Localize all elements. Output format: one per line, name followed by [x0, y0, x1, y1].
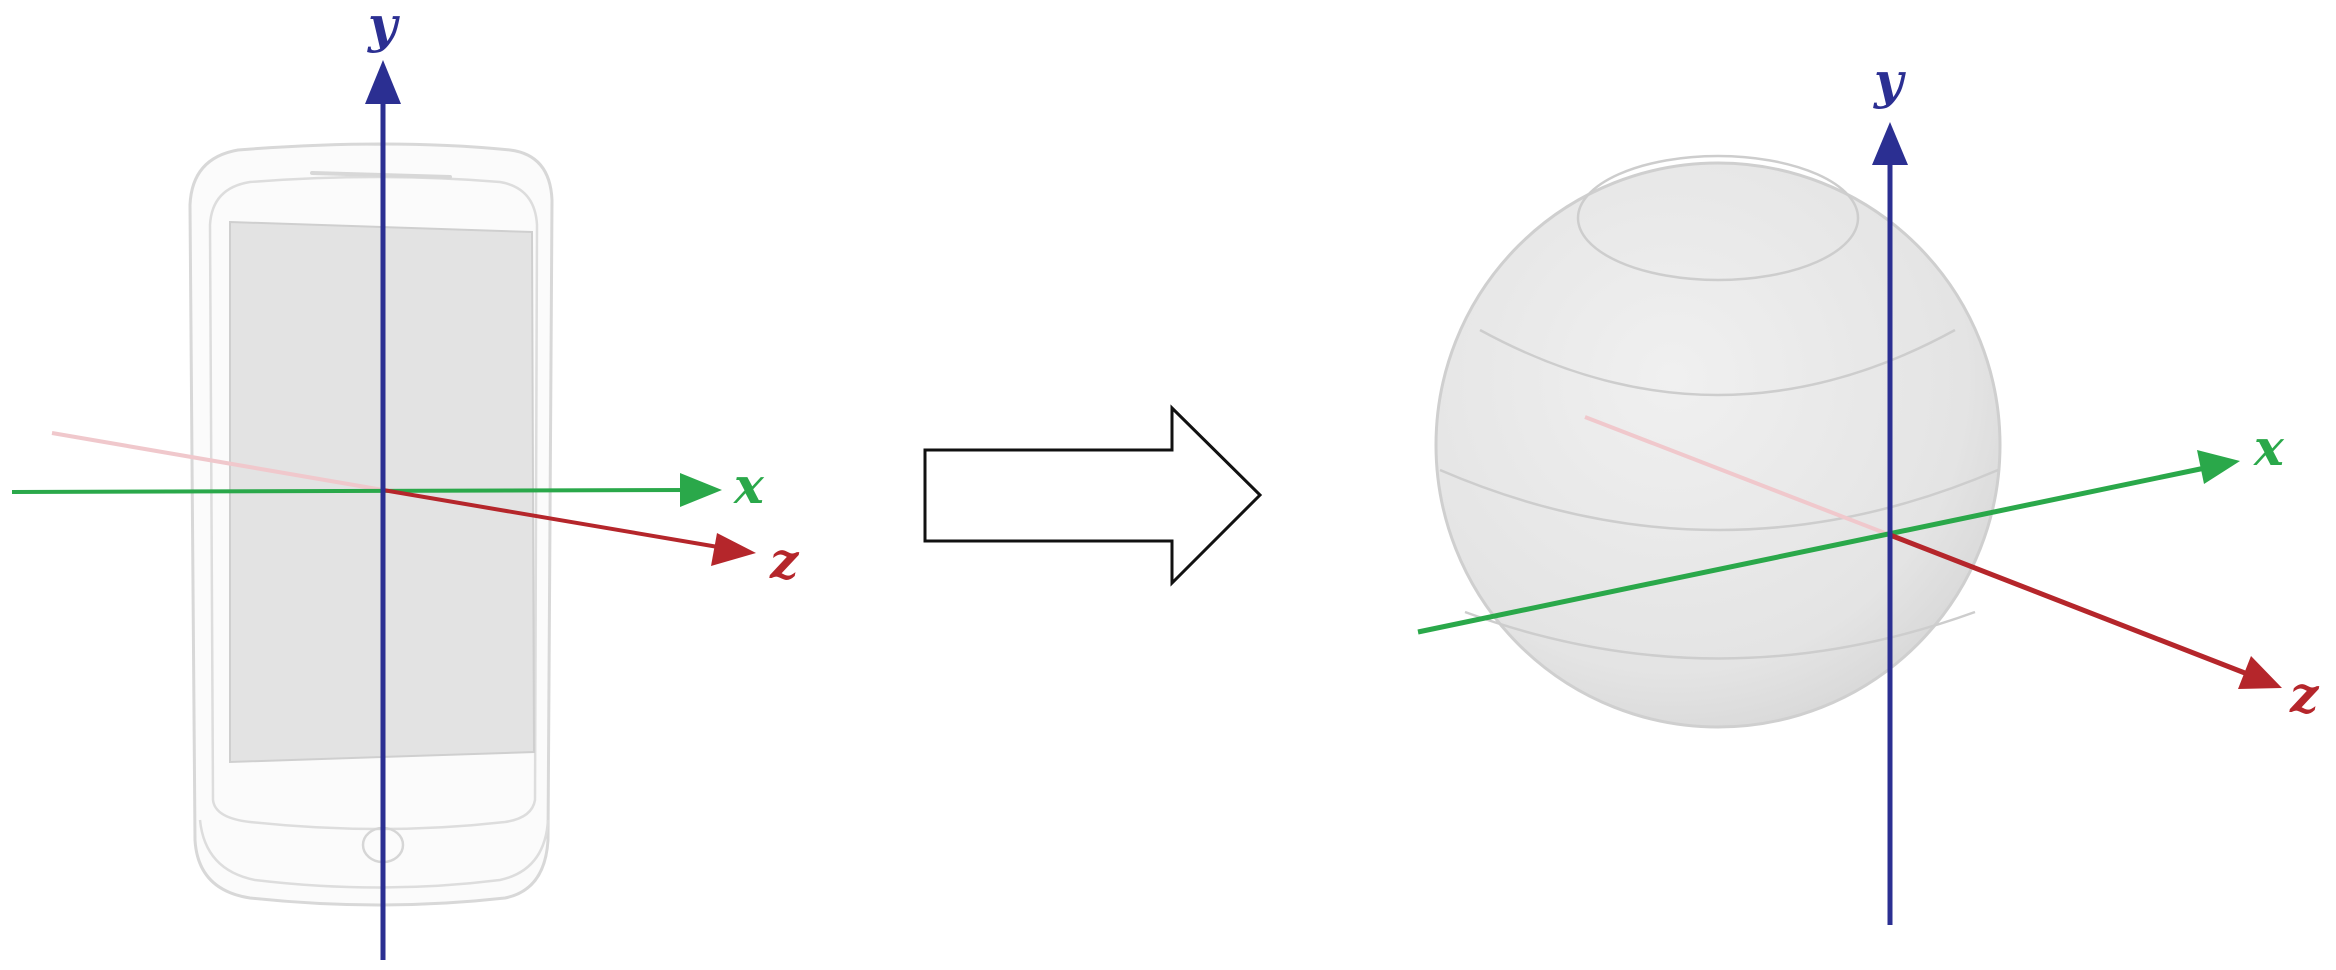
z-axis-arrowhead — [711, 533, 756, 566]
sphere-icon — [1434, 154, 2002, 729]
x-axis-line — [11, 488, 693, 494]
right-panel: y x z — [1417, 51, 2320, 925]
y-axis-label: y — [1873, 51, 1906, 110]
y-axis-arrowhead — [1872, 122, 1908, 165]
z-axis-back — [51, 431, 384, 492]
x-axis-label: x — [733, 456, 765, 515]
sphere-body — [1434, 161, 2002, 729]
phone-icon — [188, 142, 554, 907]
sphere-band-2 — [1439, 468, 1999, 532]
right-arrow-icon — [923, 404, 1263, 587]
y-axis-label: y — [367, 0, 400, 54]
x-axis-arrowhead — [680, 473, 722, 507]
z-axis-back — [1584, 415, 1891, 537]
sphere-band-top — [1576, 154, 1860, 282]
z-axis-label: z — [769, 531, 800, 590]
left-panel: y x z — [11, 0, 800, 960]
x-axis-arrowhead — [2197, 450, 2240, 484]
x-axis-label: x — [2253, 418, 2285, 477]
z-axis-arrowhead — [2238, 656, 2282, 689]
x-axis-line — [1417, 465, 2206, 635]
transition-arrow — [923, 404, 1263, 587]
phone-shell-line — [198, 819, 550, 889]
z-axis-line — [382, 488, 725, 550]
y-axis-arrowhead — [365, 60, 401, 104]
z-axis-line — [1889, 532, 2251, 678]
z-axis-label: z — [2289, 665, 2320, 724]
sphere-band-3 — [1464, 610, 1976, 660]
